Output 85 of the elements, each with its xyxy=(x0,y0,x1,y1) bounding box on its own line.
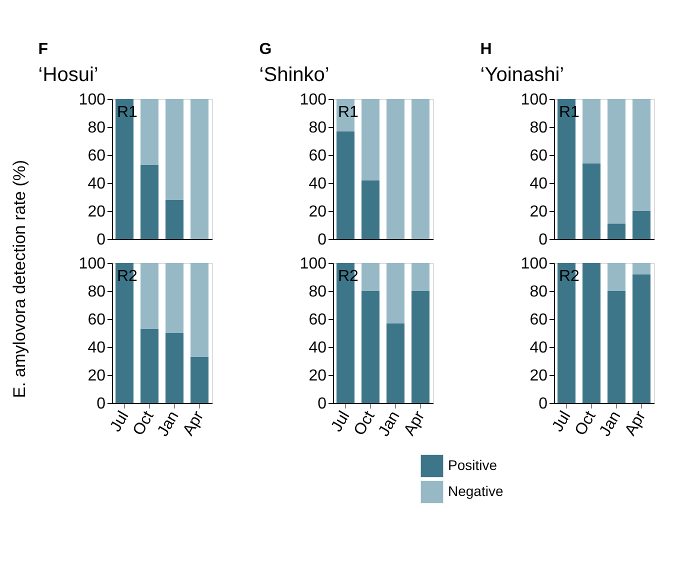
bar xyxy=(362,263,380,291)
x-tick-label: Jul xyxy=(328,408,354,435)
bar xyxy=(608,224,626,239)
y-tick-label: 60 xyxy=(308,312,327,328)
legend-label: Negative xyxy=(448,483,504,499)
y-tick-label: 60 xyxy=(530,312,548,328)
y-tick-label: 0 xyxy=(318,232,327,248)
bar xyxy=(166,263,184,333)
bar xyxy=(582,163,600,239)
x-tick-label: Jul xyxy=(107,408,132,435)
y-tick-label: 60 xyxy=(88,312,106,328)
y-tick-label: 60 xyxy=(88,148,106,164)
bar xyxy=(362,99,380,180)
y-tick-label: 100 xyxy=(300,92,327,108)
y-tick-label: 80 xyxy=(530,284,548,300)
y-tick-label: 0 xyxy=(538,396,548,412)
annotation: R1 xyxy=(338,104,359,121)
bar xyxy=(386,323,404,403)
bar xyxy=(582,99,600,164)
x-tick-label: Jul xyxy=(549,408,574,435)
bar xyxy=(608,291,626,403)
bar xyxy=(166,99,184,200)
bar xyxy=(386,99,404,239)
y-tick-label: 20 xyxy=(308,204,327,220)
bar xyxy=(632,274,650,403)
y-tick-label: 40 xyxy=(530,176,548,192)
y-tick-label: 80 xyxy=(308,120,327,136)
bar xyxy=(190,263,208,357)
y-tick-label: 0 xyxy=(538,232,548,248)
chart-subtitle: ‘Hosui’ xyxy=(38,64,98,86)
bar xyxy=(632,99,650,211)
y-tick-label: 20 xyxy=(308,368,327,384)
x-tick-label: Apr xyxy=(401,408,429,439)
chart-title: H xyxy=(480,41,492,58)
chart-subtitle: ‘Yoinashi’ xyxy=(480,64,564,86)
chart-title: G xyxy=(259,41,272,58)
bar xyxy=(140,263,158,329)
y-tick-label: 100 xyxy=(520,92,548,108)
y-tick-label: 80 xyxy=(88,120,106,136)
y-tick-label: 0 xyxy=(318,396,327,412)
y-tick-label: 20 xyxy=(530,204,548,220)
y-tick-label: 20 xyxy=(530,368,548,384)
bar xyxy=(632,263,650,274)
bar xyxy=(362,291,380,403)
y-tick-label: 100 xyxy=(300,256,327,272)
y-tick-label: 100 xyxy=(78,256,106,272)
chart-title: F xyxy=(38,41,48,58)
y-tick-label: 0 xyxy=(96,232,106,248)
bar xyxy=(140,99,158,165)
y-tick-label: 40 xyxy=(530,340,548,356)
bar xyxy=(166,333,184,403)
bar xyxy=(140,164,158,239)
bar xyxy=(412,291,430,403)
bar xyxy=(336,131,354,239)
bar xyxy=(166,200,184,239)
bar xyxy=(190,99,208,239)
y-tick-label: 60 xyxy=(530,148,548,164)
y-tick-label: 100 xyxy=(520,256,548,272)
bar xyxy=(582,263,600,403)
bar xyxy=(632,211,650,239)
y-tick-label: 80 xyxy=(530,120,548,136)
y-tick-label: 40 xyxy=(88,176,106,192)
y-tick-label: 60 xyxy=(308,148,327,164)
bar xyxy=(608,263,626,291)
y-tick-label: 40 xyxy=(308,340,327,356)
bar xyxy=(386,263,404,324)
bar xyxy=(362,180,380,239)
chart-subtitle: ‘Shinko’ xyxy=(259,64,330,86)
y-tick-label: 80 xyxy=(308,284,327,300)
bar xyxy=(412,263,430,291)
bar xyxy=(412,99,430,239)
y-tick-label: 20 xyxy=(88,368,106,384)
bar xyxy=(190,356,208,403)
y-tick-label: 20 xyxy=(88,204,106,220)
bar xyxy=(608,99,626,224)
y-tick-label: 100 xyxy=(78,92,106,108)
bar xyxy=(140,328,158,403)
y-axis-title: E. amylovora detection rate (%) xyxy=(10,160,29,398)
legend-label: Positive xyxy=(448,457,498,473)
y-tick-label: 40 xyxy=(308,176,327,192)
y-tick-label: 40 xyxy=(88,340,106,356)
x-tick-label: Apr xyxy=(180,408,208,439)
x-tick-label: Apr xyxy=(622,408,650,439)
y-tick-label: 0 xyxy=(96,396,106,412)
y-tick-label: 80 xyxy=(88,284,106,300)
